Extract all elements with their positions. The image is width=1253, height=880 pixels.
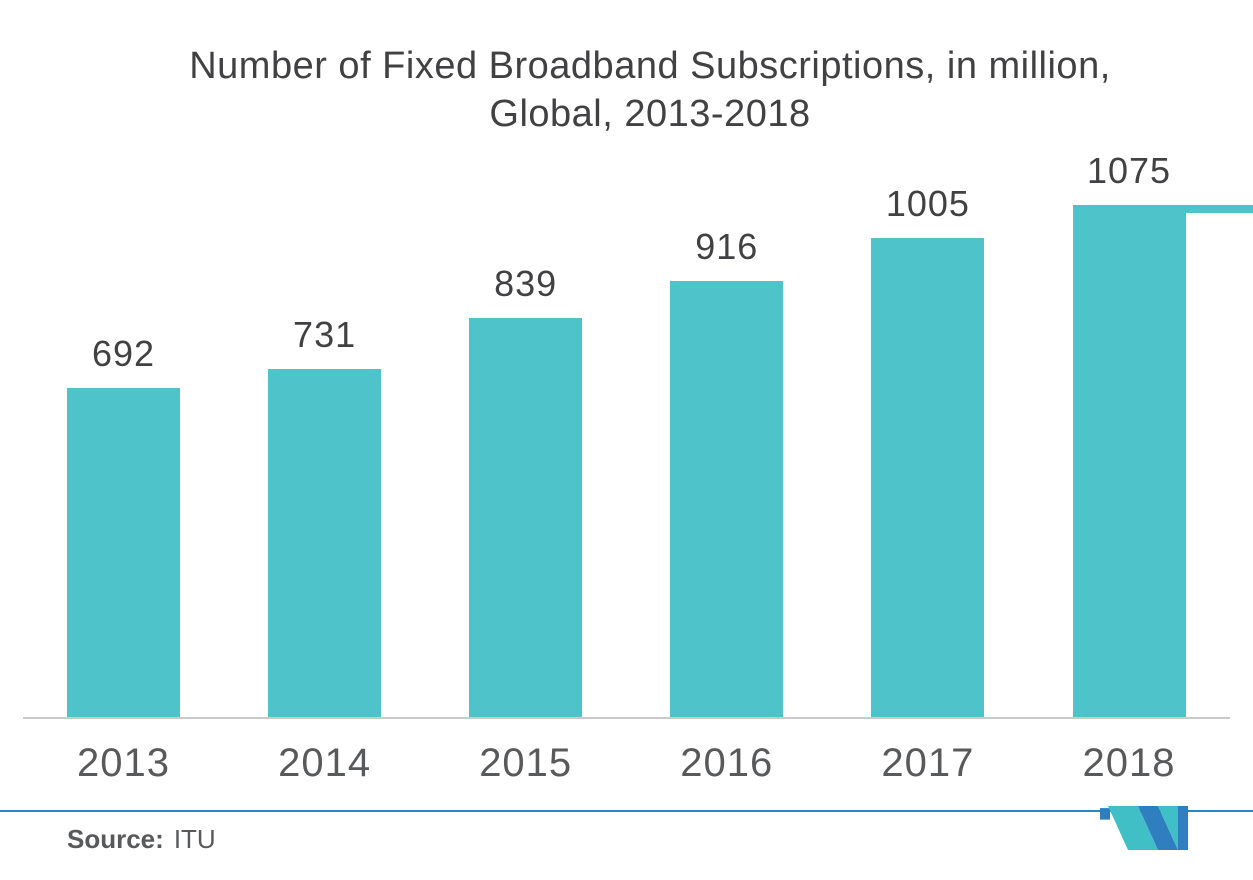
bar-value-label-2015: 839 [494,263,558,304]
cropped-bar-fragment [1186,205,1253,213]
source-value: ITU [173,824,216,854]
bar-2017 [871,238,985,718]
source-attribution: Source: ITU [67,824,216,854]
x-axis-label-2016: 2016 [680,741,774,785]
bar-2014 [268,369,382,718]
bar-value-label-2017: 1005 [885,183,970,224]
source-label: Source: [67,824,164,854]
bar-2018 [1072,205,1186,718]
chart-title-line-1: Number of Fixed Broadband Subscriptions,… [189,45,1111,87]
x-axis-label-2013: 2013 [77,741,170,785]
bar-2013 [67,388,180,718]
bar-value-label-2016: 916 [695,226,759,267]
footer-divider-line [0,810,1253,812]
bar-2015 [469,318,583,718]
x-axis-label-2014: 2014 [278,741,372,785]
x-axis-line [23,717,1230,719]
bar-2016 [670,281,784,718]
bar-value-label-2014: 731 [293,314,357,355]
chart-title: Number of Fixed Broadband Subscriptions,… [47,42,1253,138]
x-axis-label-2018: 2018 [1082,741,1176,785]
mordor-intelligence-logo-icon [1100,806,1188,850]
x-axis-label-2017: 2017 [881,741,975,785]
x-axis-label-2015: 2015 [479,741,573,785]
bar-value-label-2018: 1075 [1086,150,1172,191]
bar-value-label-2013: 692 [91,333,156,374]
chart-title-line-2: Global, 2013-2018 [489,93,811,135]
